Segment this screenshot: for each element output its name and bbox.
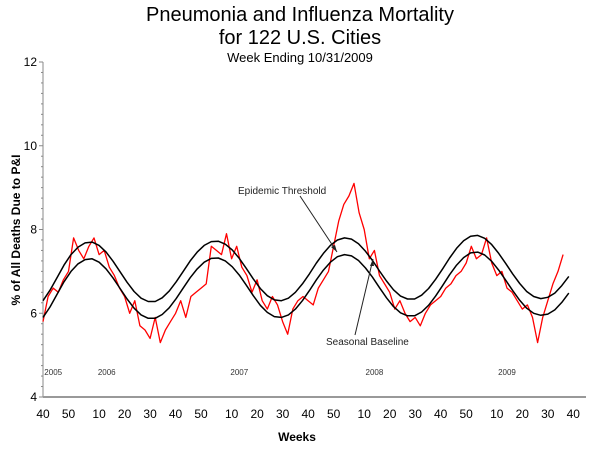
x-tick-label: 20 [516,407,530,421]
x-tick-label: 10 [225,407,239,421]
x-tick-label: 30 [541,407,555,421]
x-tick-label: 40 [434,407,448,421]
x-tick-label: 40 [301,407,315,421]
y-axis-title: % of All Deaths Due to P&I [9,155,23,306]
x-tick-label: 50 [194,407,208,421]
year-label: 2009 [498,368,516,377]
y-tick-label: 10 [24,139,38,153]
epidemic-threshold-line [42,234,570,303]
x-tick-label: 10 [490,407,504,421]
annotations: Epidemic Threshold Seasonal Baseline [238,186,409,348]
year-label: 2005 [44,368,62,377]
x-tick-label: 30 [143,407,157,421]
y-tick-label: 4 [30,390,37,404]
observed-series-line [42,182,564,344]
x-tick-label: 40 [36,407,50,421]
year-label: 2008 [366,368,384,377]
x-tick-label: 10 [358,407,372,421]
x-tick-label: 20 [383,407,397,421]
x-tick-label: 50 [327,407,341,421]
year-label: 2007 [230,368,248,377]
x-tick-label: 40 [567,407,581,421]
y-tick-label: 6 [30,306,37,320]
year-label: 2006 [98,368,116,377]
y-tick-label: 12 [24,55,38,69]
x-tick-label: 50 [460,407,474,421]
epidemic-threshold-arrow [299,195,338,253]
year-labels: 2005 2006 2007 2008 2009 [44,368,516,377]
x-tick-label: 30 [276,407,290,421]
x-tick-label: 20 [250,407,264,421]
x-tick-label: 40 [169,407,183,421]
chart-title: Pneumonia and Influenza Mortality [146,4,454,26]
y-tick-label: 8 [30,223,37,237]
x-tick-label: 10 [92,407,106,421]
seasonal-baseline-label: Seasonal Baseline [326,337,409,348]
x-axis: 40 50 10 20 30 40 50 10 20 30 40 50 10 20 30 40 50 10 20 30… [36,396,586,421]
chart-subtitle: Week Ending 10/31/2009 [227,50,373,65]
x-tick-label: 20 [118,407,132,421]
x-axis-title: Weeks [278,430,316,444]
seasonal-baseline-arrowhead [370,259,374,266]
series-lines [42,182,570,344]
seasonal-baseline-arrow [354,258,374,336]
x-tick-label: 30 [409,407,423,421]
seasonal-baseline-line [42,251,570,320]
chart-title-line2: for 122 U.S. Cities [218,27,382,49]
y-axis: 4 6 8 10 12 [24,55,44,404]
x-tick-label: 50 [62,407,76,421]
epidemic-threshold-arrowhead [331,245,337,252]
epidemic-threshold-label: Epidemic Threshold [238,186,326,197]
